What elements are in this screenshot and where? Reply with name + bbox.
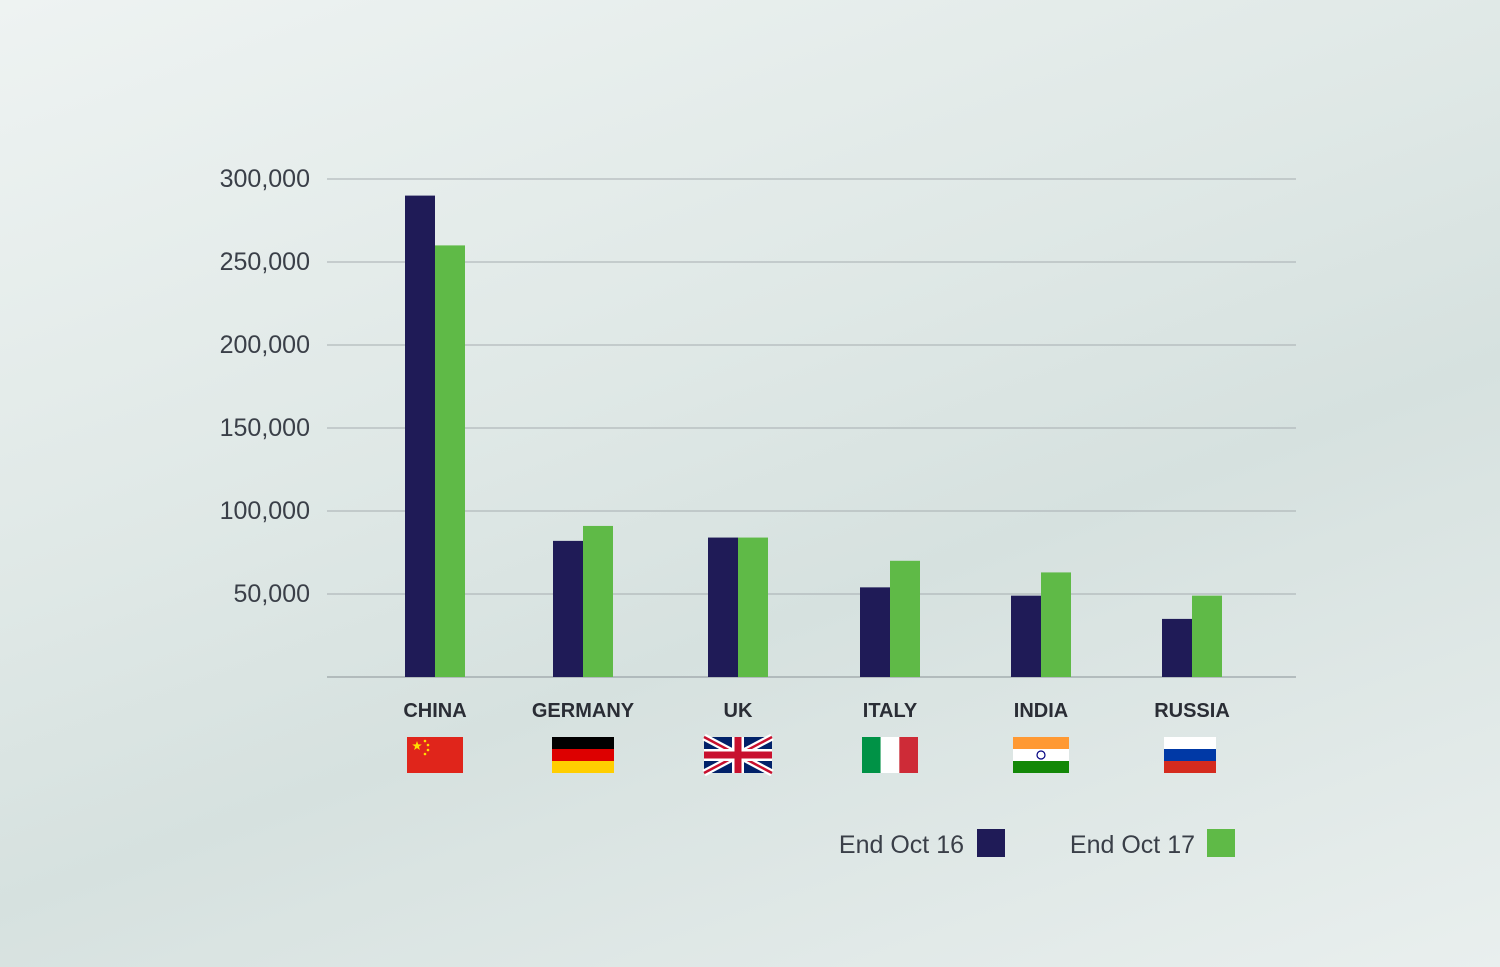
- bar-italy-series-1: [890, 560, 920, 677]
- flag-star: [426, 748, 430, 752]
- bar-russia-series-0: [1162, 618, 1192, 677]
- bar-china-series-0: [405, 195, 435, 677]
- y-tick-label: 50,000: [234, 580, 310, 608]
- flag-part: [1164, 737, 1216, 749]
- flag-china-icon: [407, 737, 463, 773]
- y-tick-label: 300,000: [220, 165, 310, 193]
- flag-india-icon: [1013, 737, 1069, 773]
- flag-part: [552, 761, 614, 773]
- x-tick-label: CHINA: [403, 700, 466, 722]
- legend-swatch: [1207, 829, 1235, 857]
- flag-star: [423, 752, 427, 756]
- bar-germany-series-1: [583, 525, 613, 677]
- legend-label: End Oct 16: [839, 831, 964, 859]
- flag-italy-icon: [862, 737, 918, 773]
- bar-india-series-0: [1011, 595, 1041, 677]
- flag-part: [862, 737, 881, 773]
- flag-chakra: [1036, 750, 1046, 760]
- x-tick-label: ITALY: [863, 700, 918, 722]
- x-tick-label: INDIA: [1014, 700, 1068, 722]
- flag-part: [1013, 749, 1069, 761]
- legend-label: End Oct 17: [1070, 831, 1195, 859]
- y-tick-label: 150,000: [220, 414, 310, 442]
- flag-russia-icon: [1164, 737, 1216, 773]
- flag-star: [426, 743, 430, 747]
- flag-part: [1013, 761, 1069, 773]
- flag-germany-icon: [552, 737, 614, 773]
- flag-part: [880, 737, 900, 773]
- x-tick-label: UK: [724, 700, 753, 722]
- flag-part: [407, 737, 463, 773]
- bar-italy-series-0: [860, 587, 890, 677]
- y-tick-label: 250,000: [220, 248, 310, 276]
- bar-russia-series-1: [1192, 595, 1222, 677]
- bar-india-series-1: [1041, 572, 1071, 677]
- flag-part: [734, 737, 742, 773]
- flag-part: [1164, 749, 1216, 761]
- bar-uk-series-1: [738, 537, 768, 677]
- bar-uk-series-0: [708, 537, 738, 677]
- flag-part: [1013, 737, 1069, 749]
- x-tick-label: RUSSIA: [1154, 700, 1230, 722]
- bar-germany-series-0: [553, 540, 583, 677]
- flag-part: [899, 737, 918, 773]
- legend-swatch: [977, 829, 1005, 857]
- flag-star: [412, 741, 422, 750]
- x-tick-label: GERMANY: [532, 700, 635, 722]
- flag-uk-icon: [702, 733, 774, 777]
- y-tick-label: 100,000: [220, 497, 310, 525]
- flag-star: [423, 739, 427, 743]
- flag-part: [552, 737, 614, 749]
- flag-part: [1164, 761, 1216, 773]
- flag-part: [552, 749, 614, 761]
- y-tick-label: 200,000: [220, 331, 310, 359]
- bar-china-series-1: [435, 245, 465, 677]
